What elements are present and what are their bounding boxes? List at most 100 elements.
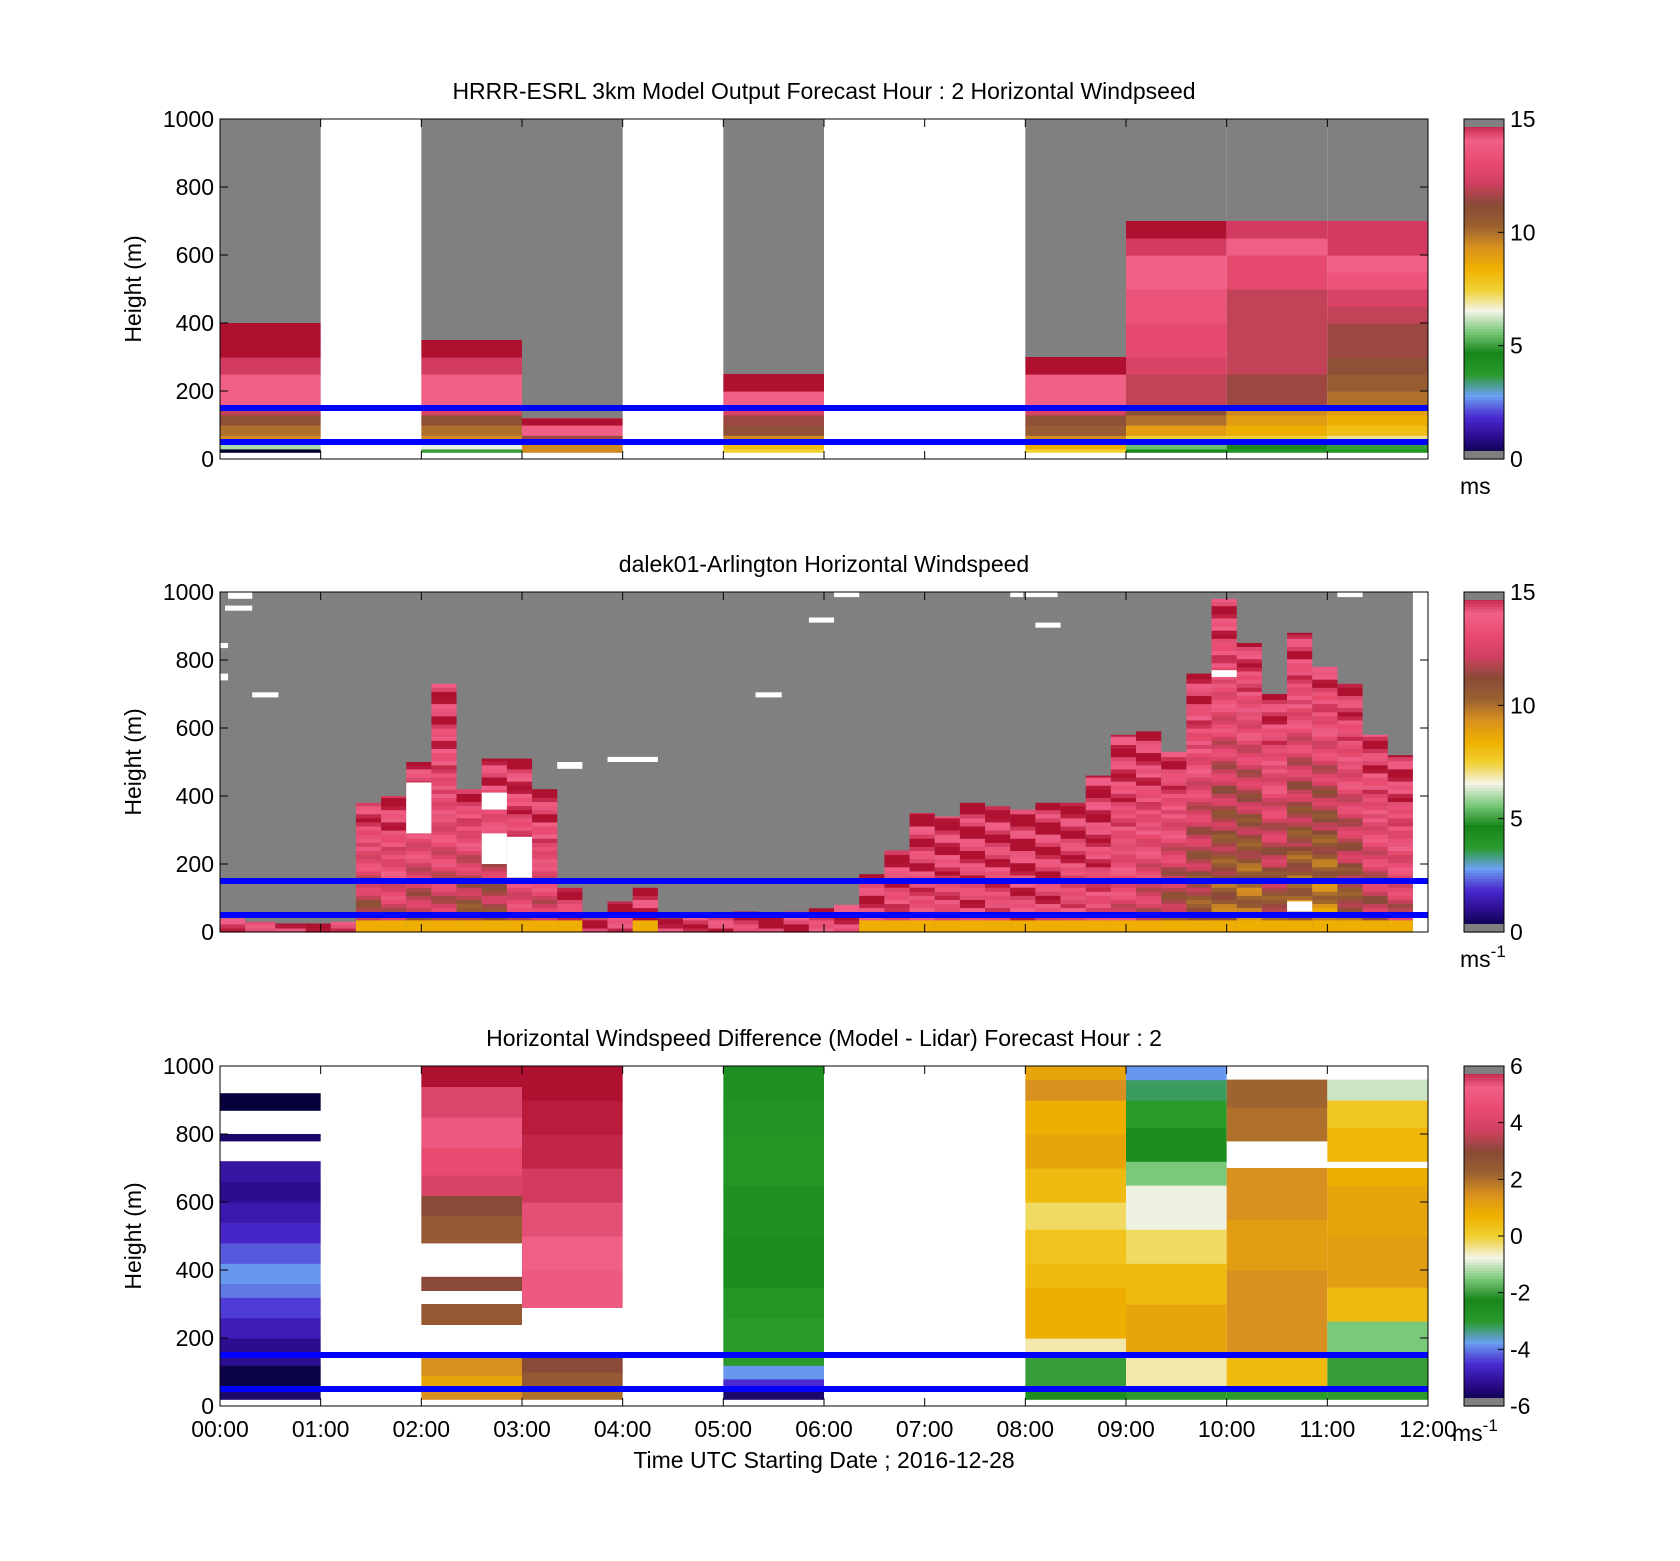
colorbar-cell: [1464, 668, 1504, 672]
missing-data-patch: [252, 692, 279, 698]
colorbar-cell: [1464, 1357, 1504, 1362]
colorbar-cell: [1464, 719, 1504, 723]
data-cell: [1161, 866, 1187, 872]
data-cell: [884, 907, 910, 913]
colorbar-cell: [1464, 1398, 1504, 1406]
data-cell: [421, 1304, 522, 1325]
data-cell: [1337, 850, 1363, 856]
data-cell: [1085, 830, 1111, 835]
data-cell: [1312, 797, 1338, 803]
data-cell: [1186, 707, 1212, 713]
data-cell: [1110, 870, 1137, 876]
data-cell: [1110, 801, 1137, 807]
data-cell: [1337, 858, 1363, 864]
data-cell: [1126, 414, 1227, 426]
colorbar-tick-label: -2: [1510, 1280, 1530, 1306]
colorbar-cell: [1464, 402, 1504, 406]
data-cell: [220, 1093, 321, 1111]
data-cell: [355, 842, 382, 847]
data-cell: [1312, 703, 1338, 709]
data-cell: [557, 891, 583, 896]
data-cell: [456, 899, 482, 905]
data-cell: [1186, 915, 1212, 921]
data-cell: [1362, 760, 1388, 766]
data-cell: [1035, 895, 1061, 900]
data-cell: [532, 846, 558, 851]
data-cell: [381, 838, 407, 843]
colorbar-cell: [1464, 195, 1504, 199]
data-cell: [1110, 821, 1137, 827]
data-cell: [522, 1270, 623, 1308]
colorbar-cell: [1464, 1165, 1504, 1169]
colorbar-cell: [1464, 1261, 1504, 1265]
data-cell: [506, 758, 533, 762]
colorbar-cell: [1464, 1272, 1504, 1277]
data-cell: [381, 858, 407, 864]
data-cell: [406, 850, 432, 856]
data-cell: [431, 862, 457, 868]
data-cell: [1211, 834, 1237, 839]
colorbar-cell: [1464, 1335, 1504, 1339]
data-cell: [1337, 907, 1363, 913]
data-cell: [1161, 923, 1187, 929]
data-cell: [1362, 874, 1388, 880]
data-cell: [522, 1389, 623, 1400]
data-cell: [1236, 683, 1262, 688]
data-cell: [431, 866, 457, 872]
data-cell: [431, 923, 457, 929]
colorbar-cell: [1464, 600, 1504, 604]
data-cell: [1136, 866, 1162, 872]
data-cell: [1236, 821, 1262, 827]
data-cell: [1287, 891, 1313, 896]
colorbar-cell: [1464, 158, 1504, 163]
data-cell: [859, 927, 885, 933]
data-cell: [1186, 895, 1212, 900]
data-cell: [1226, 306, 1328, 324]
data-cell: [522, 418, 623, 426]
colorbar-cell: [1464, 648, 1504, 653]
data-cell: [657, 927, 684, 933]
data-cell: [1110, 736, 1137, 741]
data-cell: [431, 858, 457, 864]
data-cell: [632, 899, 658, 905]
data-cell: [1211, 854, 1237, 860]
data-cell: [1025, 1263, 1126, 1288]
data-cell: [481, 883, 507, 888]
chart-title: Horizontal Windspeed Difference (Model -…: [486, 1025, 1162, 1051]
data-cell: [808, 908, 835, 913]
data-cell: [1010, 846, 1036, 851]
data-cell: [1387, 834, 1413, 839]
data-cell: [1010, 854, 1036, 860]
no-data-cell: [1226, 119, 1328, 221]
data-cell: [1327, 289, 1428, 307]
y-tick-label: 200: [176, 1325, 214, 1351]
data-cell: [1085, 895, 1111, 900]
data-cell: [1312, 736, 1338, 741]
colorbar-cell: [1464, 739, 1504, 743]
data-cell: [1362, 870, 1388, 876]
data-cell: [532, 838, 558, 843]
data-cell: [456, 923, 482, 929]
data-cell: [582, 918, 608, 921]
data-cell: [506, 927, 533, 933]
data-cell: [1110, 793, 1137, 798]
colorbar-cell: [1464, 767, 1504, 772]
y-tick-label: 0: [201, 446, 214, 472]
data-cell: [1136, 797, 1162, 803]
data-cell: [1085, 813, 1111, 819]
data-cell: [522, 1168, 623, 1203]
colorbar-cell: [1464, 178, 1504, 182]
data-cell: [884, 895, 910, 900]
data-cell: [1186, 695, 1212, 701]
data-cell: [431, 691, 457, 696]
data-cell: [1287, 785, 1313, 790]
data-cell: [1312, 719, 1338, 725]
data-cell: [934, 903, 960, 909]
data-cell: [909, 813, 935, 815]
data-cell: [381, 830, 407, 835]
colorbar-cell: [1464, 1323, 1504, 1328]
data-cell: [1261, 821, 1288, 827]
data-cell: [1287, 821, 1313, 827]
